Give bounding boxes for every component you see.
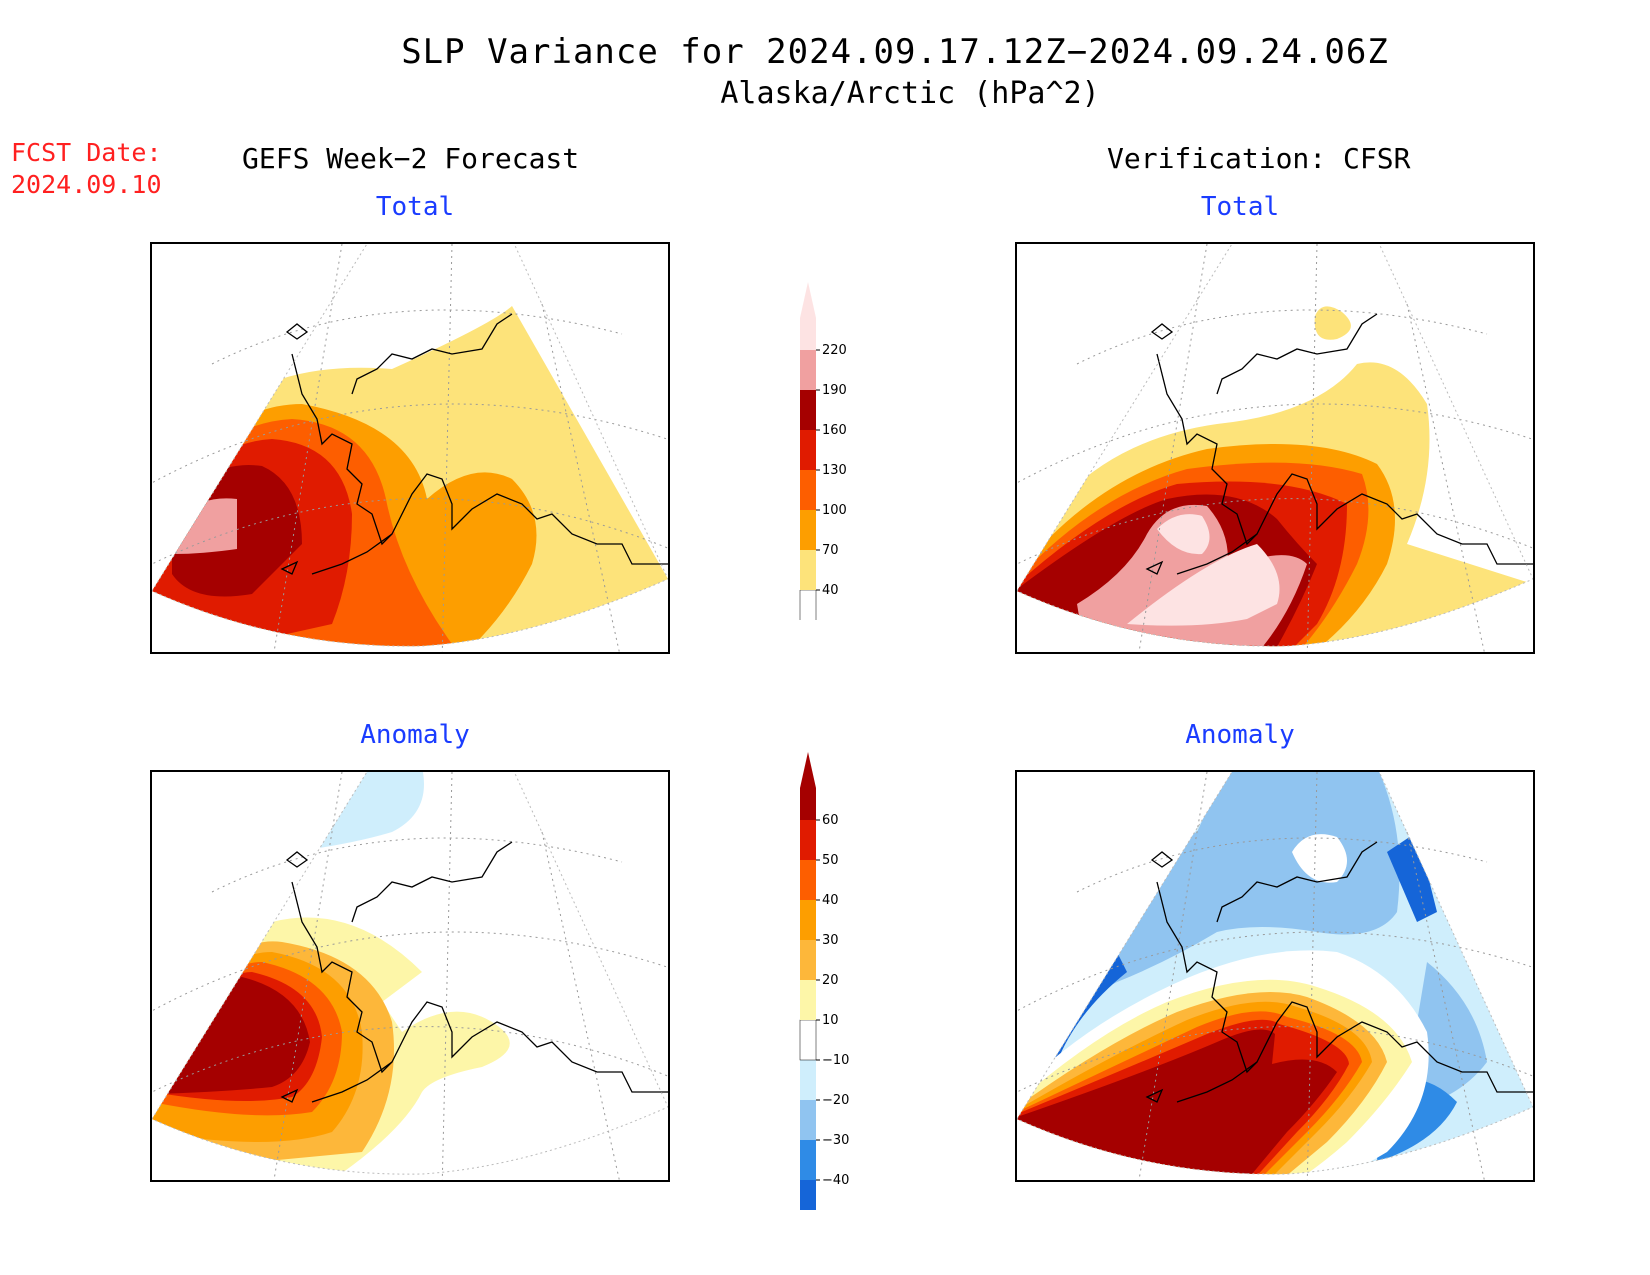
colorbar-swatch (800, 1140, 816, 1180)
colorbar-tick-label: 100 (822, 503, 847, 518)
forecast-total-map (150, 242, 670, 654)
colorbar-tick-label: −20 (822, 1093, 849, 1108)
colorbar-swatch (799, 589, 817, 620)
colorbar-swatch (800, 350, 816, 390)
colorbar-swatch (800, 860, 816, 900)
colorbar-tick-label: 50 (822, 853, 839, 868)
colorbar-swatch (800, 1100, 816, 1140)
colorbar-swatch (800, 390, 816, 430)
colorbar-swatch (800, 430, 816, 470)
colorbar-tick-label: 220 (822, 343, 847, 358)
colorbar-tick-label: 40 (822, 583, 839, 598)
colorbar-swatch (800, 752, 816, 820)
right-column-title: Verification: CFSR (1107, 142, 1411, 175)
colorbar-swatch (800, 1060, 816, 1100)
colorbar-tick-label: 70 (822, 543, 839, 558)
colorbar-tick-label: 40 (822, 893, 839, 908)
fcst-date-label: FCST Date: (11, 138, 162, 167)
left-column-title: GEFS Week−2 Forecast (242, 142, 580, 175)
colorbar-tick-label: 10 (822, 1013, 839, 1028)
colorbar-swatch (800, 510, 816, 550)
colorbar-tick-label: 130 (822, 463, 847, 478)
colorbar-swatch (800, 550, 816, 590)
total-colorbar: 40 70 100 130 160 190 220 (799, 282, 847, 620)
forecast-anomaly-title: Anomaly (360, 720, 470, 750)
colorbar-swatch (800, 980, 816, 1020)
verification-anomaly-map (1015, 770, 1535, 1182)
colorbar-tick-label: 190 (822, 383, 847, 398)
anomaly-colorbar: −40 −30 −20 −10 10 20 30 40 50 60 (799, 752, 849, 1210)
colorbar-tick-label: 20 (822, 973, 839, 988)
colorbar-tick-label: −10 (822, 1053, 849, 1068)
forecast-total-title: Total (375, 192, 455, 222)
page-subtitle: Alaska/Arctic (hPa^2) (720, 76, 1100, 111)
forecast-anomaly-map (150, 770, 670, 1182)
colorbar-tick-label: −30 (822, 1133, 849, 1148)
colorbar-tick-label: 160 (822, 423, 847, 438)
verification-anomaly-title: Anomaly (1185, 720, 1295, 750)
fcst-date-value: 2024.09.10 (11, 170, 162, 199)
colorbar-swatch (800, 1180, 816, 1210)
verification-total-title: Total (1200, 192, 1280, 222)
colorbar-tick-label: 60 (822, 813, 839, 828)
colorbar-swatch (800, 820, 816, 860)
colorbar-swatch (800, 900, 816, 940)
page-title: SLP Variance for 2024.09.17.12Z−2024.09.… (401, 32, 1389, 72)
colorbar-swatch (799, 1019, 817, 1061)
colorbar-tick-label: −40 (822, 1173, 849, 1188)
colorbar-swatch (800, 940, 816, 980)
colorbar-tick-label: 30 (822, 933, 839, 948)
colorbar-swatch (800, 282, 816, 350)
verification-total-map (1015, 242, 1535, 654)
colorbar-swatch (800, 470, 816, 510)
